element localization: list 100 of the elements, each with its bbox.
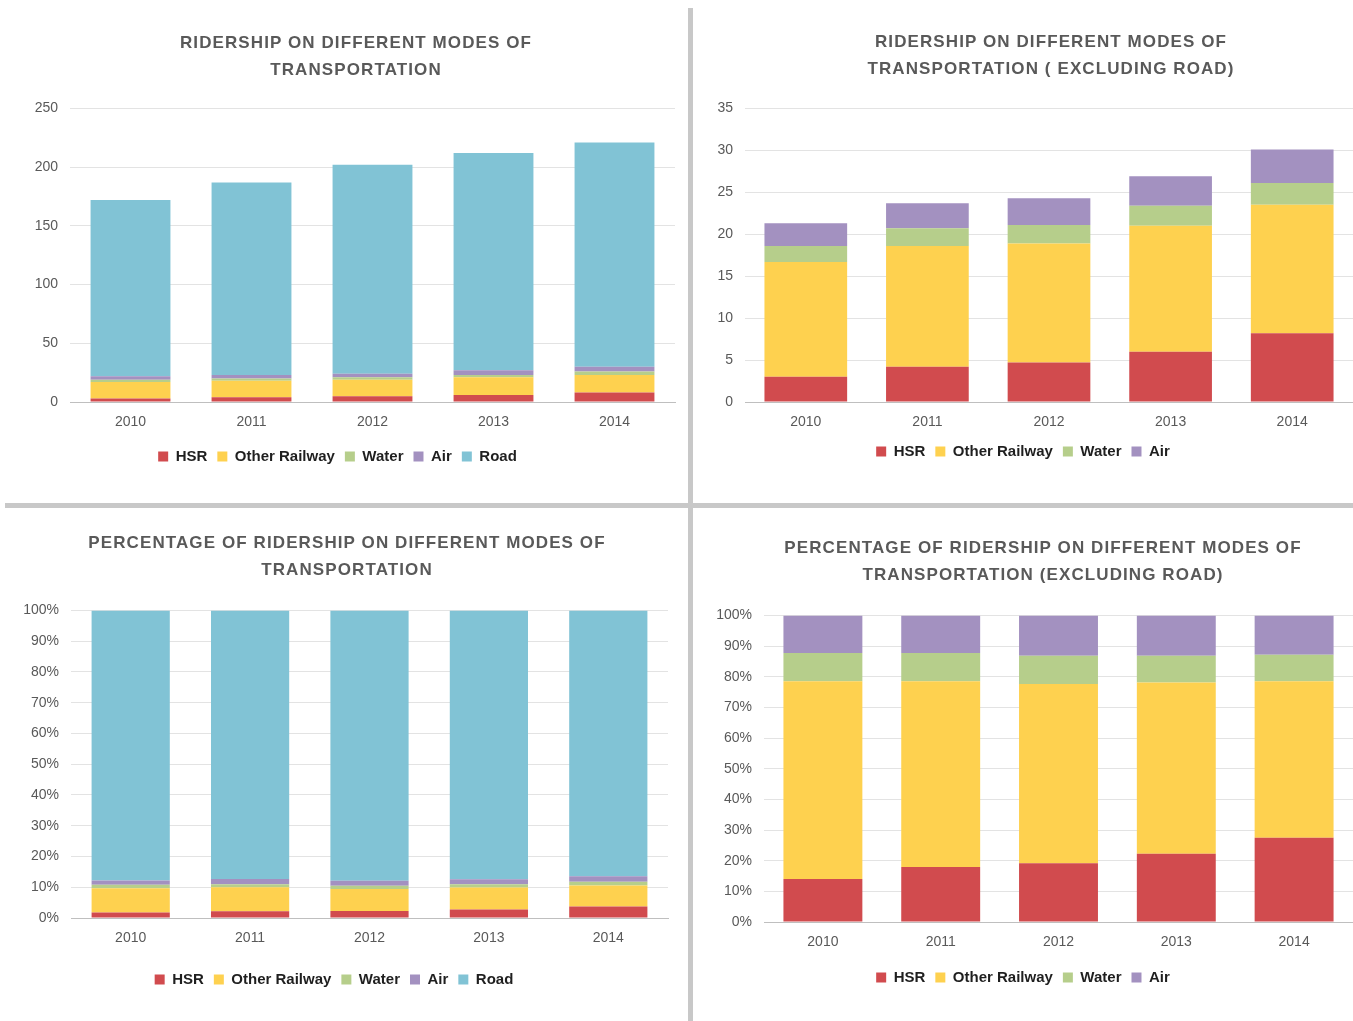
bar xyxy=(1007,362,1091,402)
y-tick-label: 100% xyxy=(23,601,59,618)
bar xyxy=(449,909,528,918)
bar xyxy=(783,615,863,654)
bar xyxy=(91,880,170,885)
chart-title: RIDERSHIP ON DIFFERENT MODES OF TRANSPORTATION ( EXCLUDING ROAD) xyxy=(866,31,1236,80)
y-tick-label: 30 xyxy=(717,141,734,158)
y-tick-label: 80% xyxy=(723,667,752,684)
bar xyxy=(449,879,528,885)
bar xyxy=(211,374,292,379)
y-tick-label: 70% xyxy=(30,693,59,710)
y-tick-label: 25 xyxy=(717,183,734,200)
x-tick-label: 2013 xyxy=(477,413,510,430)
bar xyxy=(574,371,655,375)
y-tick-label: 20% xyxy=(30,847,59,864)
x-tick-label: 2010 xyxy=(114,413,147,430)
y-tick-label: 60% xyxy=(723,728,752,745)
bar xyxy=(574,142,655,367)
bar xyxy=(886,366,969,402)
bar xyxy=(330,610,409,881)
bar xyxy=(901,653,981,682)
bar xyxy=(1129,176,1212,206)
legend-label: HSR xyxy=(172,969,205,987)
bar xyxy=(91,912,170,918)
bar xyxy=(1129,351,1212,402)
y-tick-label: 50 xyxy=(42,334,59,351)
bar xyxy=(1129,205,1212,226)
x-tick-label: 2012 xyxy=(353,929,386,946)
bar xyxy=(91,610,170,881)
bar xyxy=(901,867,981,922)
bar xyxy=(1136,853,1216,922)
bar xyxy=(901,615,981,654)
legend-label: Water xyxy=(1080,967,1122,985)
y-tick-label: 30% xyxy=(30,816,59,833)
bar xyxy=(449,887,528,910)
legend-label: Road xyxy=(475,969,514,987)
y-tick-label: 0 xyxy=(50,392,59,409)
bar xyxy=(211,610,290,879)
x-tick-label: 2010 xyxy=(115,929,147,946)
bar xyxy=(211,887,290,912)
y-tick-label: 30% xyxy=(723,820,752,837)
bar xyxy=(332,164,413,374)
legend-label: Air xyxy=(430,446,452,464)
legend-label: Water xyxy=(358,969,401,987)
bar xyxy=(1019,684,1098,864)
bar xyxy=(1254,681,1334,838)
y-tick-label: 10 xyxy=(717,308,734,325)
y-tick-label: 40% xyxy=(723,790,752,807)
legend-label: Air xyxy=(1148,441,1170,459)
x-tick-label: 2010 xyxy=(790,413,822,430)
bar xyxy=(211,380,292,398)
bar xyxy=(569,906,648,918)
y-tick-label: 70% xyxy=(723,698,752,715)
x-tick-label: 2010 xyxy=(807,933,839,950)
bar xyxy=(574,374,655,393)
bar xyxy=(332,377,413,380)
bar xyxy=(1007,243,1091,363)
bar xyxy=(783,879,863,922)
bar xyxy=(330,889,409,911)
bar xyxy=(764,245,848,262)
bar xyxy=(211,884,290,888)
bar xyxy=(330,880,409,886)
bar xyxy=(211,182,292,375)
bar xyxy=(449,610,528,880)
bar xyxy=(1019,863,1098,922)
bar xyxy=(569,610,648,877)
bar xyxy=(453,370,534,375)
y-tick-label: 150 xyxy=(34,216,59,233)
legend-label: Air xyxy=(1148,967,1170,985)
bar xyxy=(330,910,409,918)
bar xyxy=(1136,615,1216,656)
x-tick-label: 2012 xyxy=(356,413,389,430)
bar xyxy=(90,200,171,377)
y-tick-label: 5 xyxy=(725,350,734,367)
x-tick-label: 2012 xyxy=(1033,413,1065,430)
y-tick-label: 35 xyxy=(717,99,734,116)
bar xyxy=(90,382,171,399)
bar xyxy=(1136,655,1216,683)
x-tick-label: 2011 xyxy=(912,413,943,430)
bar xyxy=(449,884,528,888)
bar xyxy=(90,398,171,402)
bar xyxy=(1254,837,1334,922)
y-tick-label: 90% xyxy=(723,636,752,653)
y-tick-label: 0 xyxy=(725,392,734,409)
bar xyxy=(764,261,848,377)
x-tick-label: 2011 xyxy=(236,413,267,430)
y-tick-label: 20% xyxy=(723,851,752,868)
x-tick-label: 2011 xyxy=(925,933,956,950)
bar xyxy=(1250,333,1334,402)
x-tick-label: 2012 xyxy=(1042,933,1075,950)
bar xyxy=(569,876,648,882)
y-tick-label: 60% xyxy=(30,724,59,741)
y-tick-label: 250 xyxy=(34,99,59,116)
bar xyxy=(453,394,534,402)
y-tick-label: 50% xyxy=(723,759,752,776)
legend-label: Water xyxy=(1080,441,1122,459)
y-tick-label: 50% xyxy=(30,755,59,772)
y-tick-label: 15 xyxy=(717,267,734,284)
y-tick-label: 40% xyxy=(30,785,59,802)
bar xyxy=(453,153,534,371)
